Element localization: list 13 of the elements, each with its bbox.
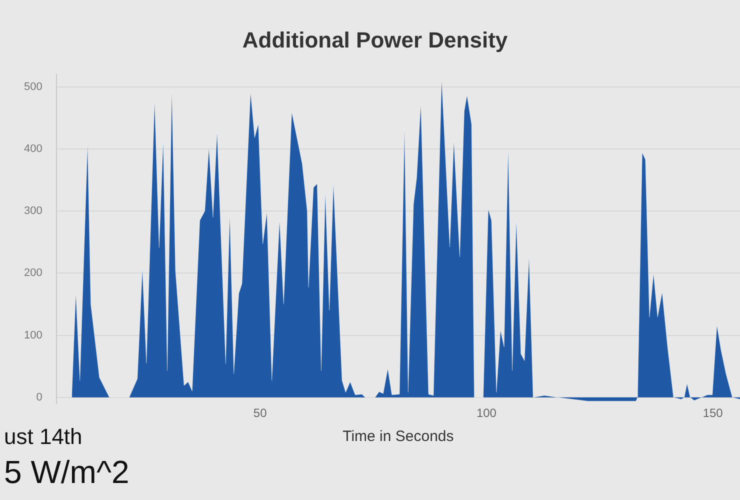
x-tick-label: 100 [476,406,497,420]
y-tick-label: 100 [24,329,42,342]
chart-title: Additional Power Density [242,27,508,52]
x-tick-label: 50 [253,406,268,420]
y-tick-label: 400 [24,142,42,155]
text: 5 W/m^2 [4,454,130,491]
y-tick-label: 200 [24,267,42,280]
x-axis-title: Time in Seconds [342,428,454,446]
y-tick-label: 0 [36,391,42,404]
y-tick-label: 300 [24,205,42,218]
y-tick-label: 500 [24,80,42,93]
text: ust 14th [4,424,82,450]
x-tick-label: 150 [702,406,724,420]
